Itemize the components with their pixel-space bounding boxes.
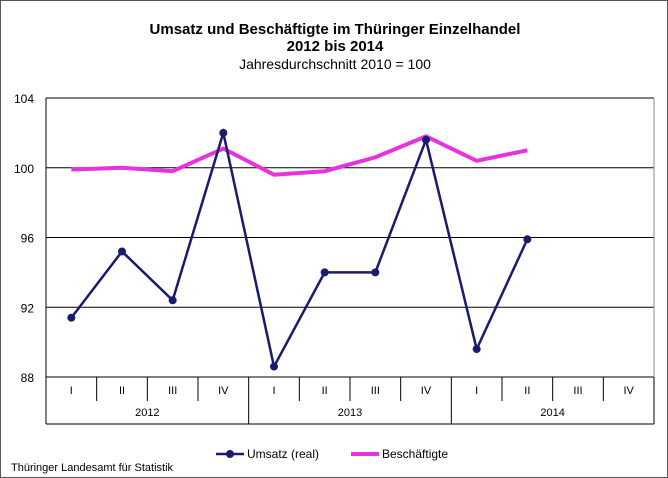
series-line-beschaeftigte xyxy=(71,134,528,177)
x-tick-label: IV xyxy=(623,385,634,397)
x-tick-label: III xyxy=(573,385,582,397)
x-tick-label: II xyxy=(524,385,530,397)
source-note: Thüringer Landesamt für Statistik xyxy=(11,462,174,474)
y-tick-label: 92 xyxy=(21,301,35,315)
legend-marker xyxy=(226,450,234,458)
x-tick-label: I xyxy=(272,385,275,397)
chart-subtitle: 2012 bis 2014 xyxy=(286,38,384,55)
data-point xyxy=(168,296,177,305)
x-tick-label: I xyxy=(70,385,73,397)
series-line-umsatz xyxy=(70,127,529,371)
chart-title: Umsatz und Beschäftigte im Thüringer Ein… xyxy=(149,21,521,38)
data-point xyxy=(523,235,532,244)
data-point xyxy=(422,135,430,144)
x-tick-label: I xyxy=(475,385,478,397)
data-point xyxy=(67,313,76,322)
y-tick-label: 100 xyxy=(14,162,34,176)
data-point xyxy=(219,128,228,137)
data-point xyxy=(371,268,380,277)
data-point xyxy=(320,268,329,277)
x-tick-label: II xyxy=(322,385,328,397)
x-tick-label: II xyxy=(119,385,125,397)
y-tick-label: 88 xyxy=(21,371,35,385)
year-label: 2013 xyxy=(338,407,362,419)
data-point xyxy=(118,247,126,256)
data-point xyxy=(270,362,278,371)
year-label: 2012 xyxy=(135,407,159,419)
x-tick-label: III xyxy=(168,385,177,397)
year-label: 2014 xyxy=(540,407,564,419)
x-tick-label: III xyxy=(371,385,380,397)
y-tick-label: 96 xyxy=(21,232,35,246)
x-tick-label: IV xyxy=(218,385,229,397)
legend-label: Umsatz (real) xyxy=(247,447,319,461)
x-tick-label: IV xyxy=(421,385,432,397)
y-tick-label: 104 xyxy=(14,92,34,106)
data-point xyxy=(472,345,481,354)
chart-subtitle-2: Jahresdurchschnitt 2010 = 100 xyxy=(239,56,431,72)
legend-label: Beschäftigte xyxy=(382,447,448,461)
